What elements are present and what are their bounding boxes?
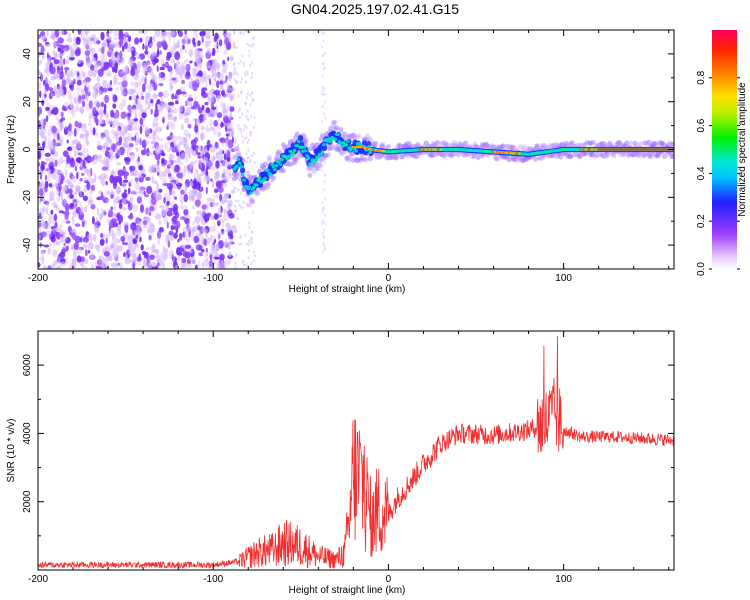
snr-x-tick-label: 100 [555, 574, 572, 585]
chart-title: GN04.2025.197.02.41.G15 [290, 1, 460, 17]
colorbar-tick-label: 0.2 [696, 214, 707, 228]
snr-panel [38, 335, 674, 570]
snr-y-tick-label: 4000 [22, 422, 33, 445]
snr-y-axis-label: SNR (10 * v/v) [6, 419, 17, 483]
snr-y-tick-label: 2000 [22, 490, 33, 513]
spectrogram-x-tick-label: 0 [386, 273, 392, 284]
spectrogram-y-tick-label: -20 [22, 190, 33, 205]
snr-x-tick-label: 0 [386, 574, 392, 585]
colorbar-tick-label: 0.6 [696, 118, 707, 132]
colorbar [712, 30, 737, 269]
spectrogram-x-tick-label: -100 [203, 273, 223, 284]
spectrogram-x-tick-label: 100 [555, 273, 572, 284]
colorbar-tick-label: 0.0 [696, 262, 707, 276]
spectrogram-x-axis-label: Height of straight line (km) [289, 284, 406, 295]
snr-x-tick-label: -100 [203, 574, 223, 585]
spectrogram-y-tick-label: 0 [22, 146, 33, 152]
colorbar-tick-label: 0.8 [696, 70, 707, 84]
snr-series-line [38, 335, 674, 570]
colorbar-tick-label: 0.4 [696, 166, 707, 180]
spectrogram-y-tick-label: -40 [22, 237, 33, 252]
spectrogram-y-tick-label: 40 [22, 48, 33, 60]
snr-frame [37, 330, 675, 571]
snr-x-tick-label: -200 [28, 574, 48, 585]
snr-x-axis-label: Height of straight line (km) [289, 585, 406, 596]
spectrogram-x-tick-label: -200 [28, 273, 48, 284]
spectrogram-y-tick-label: 20 [22, 96, 33, 108]
colorbar-label: Normalized spectral amplitude [737, 82, 748, 217]
spectrogram-panel [38, 30, 674, 269]
snr-y-tick-label: 6000 [22, 354, 33, 377]
spectrogram-y-axis-label: Frequency (Hz) [6, 115, 17, 184]
